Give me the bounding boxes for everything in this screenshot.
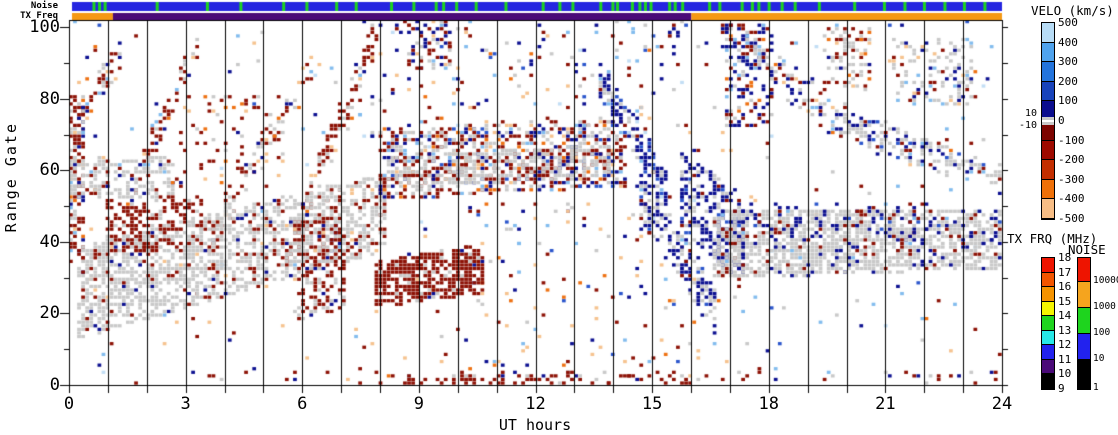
velo-colorbar-segment [1042, 42, 1054, 63]
velo-colorbar-title: VELO (km/s) [1031, 3, 1114, 18]
velo-scale-label: 200 [1058, 74, 1078, 88]
velo-colorbar-segment [1042, 199, 1054, 219]
velo-scale-label: -200 [1058, 153, 1085, 167]
txfrq-scale-label: 9 [1058, 382, 1065, 395]
txfrq-scale-label: 11 [1058, 352, 1072, 366]
y-tick-label: 100 [29, 17, 60, 38]
x-tick-label: 18 [758, 394, 779, 414]
txfrq-colorbar-segment [1042, 272, 1054, 288]
x-tick-label: 9 [413, 394, 424, 414]
velo-scale-label: 100 [1058, 94, 1078, 108]
txfrq-scale-label: 12 [1058, 338, 1072, 352]
velo-colorbar-segment [1042, 160, 1054, 180]
noise-scale-label: 100 [1093, 327, 1111, 338]
noise-colorbar [1077, 257, 1091, 390]
txfrq-colorbar-title: TX FRQ (MHz) [1007, 231, 1098, 246]
txfrq-scale-label: 10 [1058, 367, 1072, 381]
velo-scale-label: -300 [1058, 172, 1085, 186]
noise-scale-label: 1 [1093, 382, 1099, 393]
y-tick-label: 0 [49, 375, 60, 395]
txfrq-colorbar-segment [1042, 258, 1054, 273]
y-tick-label: 80 [39, 88, 60, 109]
txfrq-scale-label: 16 [1058, 280, 1072, 294]
y-tick-label: 20 [39, 303, 60, 324]
velo-colorbar [1041, 22, 1055, 220]
velo-scale-label: -100 [1058, 133, 1085, 147]
noise-colorbar-segment [1078, 258, 1090, 282]
txfrq-scale-label: 18 [1058, 251, 1072, 264]
noise-strip-label: Noise [30, 1, 58, 11]
velo-zero-lower-label: -10 [1018, 120, 1037, 131]
velo-scale-label: 500 [1058, 16, 1078, 29]
x-tick-label: 0 [63, 394, 75, 414]
txfrq-scale-label: 13 [1058, 323, 1072, 337]
velo-scale-label: 400 [1058, 35, 1078, 49]
txfrq-colorbar-segment [1042, 316, 1054, 331]
velo-zero-upper-label: 10 [1024, 108, 1037, 119]
txfrq-colorbar [1041, 257, 1055, 390]
velo-scale-label: -400 [1058, 192, 1085, 206]
txfrq-colorbar-segment [1042, 359, 1054, 375]
noise-scale-label: 10000 [1093, 275, 1118, 286]
txfrq-colorbar-segment [1042, 345, 1054, 360]
txfrq-colorbar-segment [1042, 330, 1054, 346]
noise-colorbar-segment [1078, 334, 1090, 360]
x-tick-label: 6 [297, 394, 308, 414]
x-tick-label: 3 [180, 394, 191, 414]
velo-scale-label: 300 [1058, 55, 1078, 69]
noise-colorbar-segment [1078, 308, 1090, 334]
velo-colorbar-segment [1042, 81, 1054, 102]
txfrq-scale-label: 14 [1058, 309, 1072, 323]
noise-colorbar-segment [1078, 360, 1090, 389]
velo-zero-band [1042, 117, 1054, 125]
velo-scale-label: 0 [1058, 114, 1065, 127]
txfrq-colorbar-segment [1042, 374, 1054, 389]
y-tick-label: 60 [39, 160, 60, 181]
velo-colorbar-segment [1042, 62, 1054, 82]
noise-colorbar-segment [1078, 282, 1090, 308]
velo-colorbar-segment [1042, 120, 1054, 141]
txfreq-strip-label: TX Freq [20, 11, 58, 21]
y-tick-label: 40 [39, 231, 60, 252]
velo-colorbar-segment [1042, 140, 1054, 161]
txfrq-colorbar-segment [1042, 301, 1054, 317]
noise-scale-label: 1000 [1093, 301, 1116, 312]
txfrq-scale-label: 15 [1058, 294, 1072, 308]
x-tick-label: 12 [525, 394, 546, 414]
x-tick-label: 24 [991, 394, 1013, 414]
x-axis-title: UT hours [498, 416, 572, 434]
noise-scale-label: 10 [1093, 353, 1105, 364]
velo-scale-label: -500 [1058, 212, 1085, 225]
velo-colorbar-segment [1042, 23, 1054, 43]
noise-colorbar-title: NOISE [1068, 242, 1106, 257]
x-tick-label: 21 [875, 394, 896, 414]
velo-colorbar-segment [1042, 179, 1054, 200]
txfrq-scale-label: 17 [1058, 265, 1072, 279]
txfrq-colorbar-segment [1042, 287, 1054, 302]
x-tick-label: 15 [641, 394, 663, 414]
